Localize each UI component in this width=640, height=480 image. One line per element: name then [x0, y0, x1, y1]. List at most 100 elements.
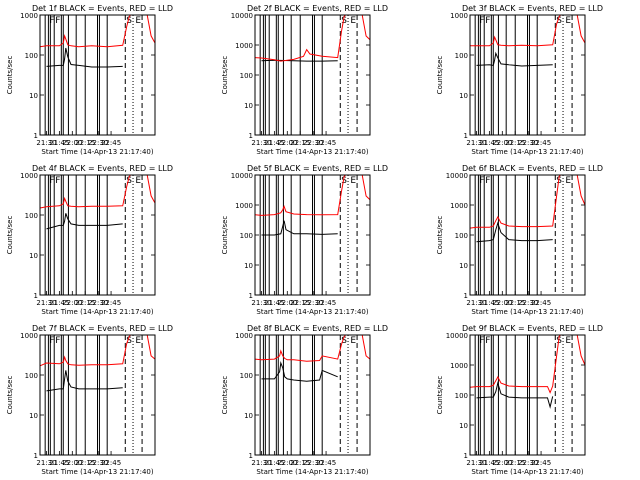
x-tick-label: 22:30 — [88, 459, 108, 467]
interval-marker-label: F — [479, 336, 484, 346]
interval-marker-label: F — [49, 176, 54, 186]
interval-marker-label: F — [485, 176, 490, 186]
y-tick-label: 1 — [34, 292, 38, 300]
y-tick-label: 1 — [34, 452, 38, 460]
y-tick-label: 1000 — [20, 332, 38, 340]
x-tick-label: 21:30 — [36, 459, 56, 467]
x-tick-label: 21:45 — [49, 299, 69, 307]
y-tick-label: 1000 — [20, 12, 38, 20]
y-axis-label: Counts/sec — [221, 216, 229, 255]
plot-frame — [39, 174, 156, 296]
x-axis-label: Start Time (14-Apr-13 21:17:40) — [471, 468, 583, 476]
x-tick-label: 22:00 — [277, 459, 297, 467]
x-tick-label: 21:30 — [466, 459, 486, 467]
chart-title: Det 1f BLACK = Events, RED = LLD — [32, 4, 173, 13]
chart-panel: Det 7f BLACK = Events, RED = LLD Counts/s… — [6, 324, 173, 476]
x-tick-label: 22:15 — [505, 299, 525, 307]
y-tick-label: 10 — [459, 422, 468, 430]
x-tick-label: 21:30 — [466, 139, 486, 147]
y-tick-label: 100 — [455, 392, 468, 400]
interval-marker-label: S — [341, 16, 347, 26]
x-tick-label: 21:30 — [36, 139, 56, 147]
chart-title: Det 2f BLACK = Events, RED = LLD — [247, 4, 388, 13]
chart-title: Det 3f BLACK = Events, RED = LLD — [462, 4, 603, 13]
x-tick-label: 21:45 — [49, 459, 69, 467]
x-axis-label: Start Time (14-Apr-13 21:17:40) — [41, 468, 153, 476]
interval-marker-label: S — [341, 336, 347, 346]
y-tick-label: 1000 — [235, 42, 253, 50]
y-tick-label: 10000 — [446, 332, 468, 340]
series-line-events — [261, 220, 338, 236]
x-tick-label: 22:30 — [518, 459, 538, 467]
y-axis-label: Counts/sec — [6, 56, 14, 95]
y-axis-label: Counts/sec — [6, 216, 14, 255]
y-tick-label: 10 — [459, 262, 468, 270]
x-tick-label: 22:45 — [531, 139, 551, 147]
y-tick-label: 100 — [25, 52, 38, 60]
interval-marker-label: E — [350, 336, 356, 346]
chart-title: Det 9f BLACK = Events, RED = LLD — [462, 324, 603, 333]
x-tick-label: 21:45 — [479, 459, 499, 467]
series-line-events — [261, 361, 338, 382]
y-tick-label: 1000 — [235, 202, 253, 210]
series-line-events — [476, 51, 553, 67]
x-tick-label: 22:30 — [88, 299, 108, 307]
plot-frame — [254, 174, 371, 296]
y-axis-label: Counts/sec — [6, 376, 14, 415]
x-tick-label: 21:30 — [36, 299, 56, 307]
interval-marker-label: E — [350, 176, 356, 186]
x-tick-label: 22:00 — [492, 459, 512, 467]
y-tick-label: 10 — [244, 262, 253, 270]
plot-frame — [39, 334, 156, 456]
interval-marker-label: F — [485, 336, 490, 346]
x-tick-label: 22:45 — [316, 299, 336, 307]
interval-marker-label: E — [135, 16, 141, 26]
y-tick-label: 1 — [249, 452, 253, 460]
interval-marker-label: F — [55, 336, 60, 346]
x-tick-label: 22:45 — [101, 139, 121, 147]
x-tick-label: 21:45 — [264, 459, 284, 467]
series-line-events — [476, 221, 553, 243]
chart-panel: Det 6f BLACK = Events, RED = LLD Counts/s… — [436, 164, 603, 316]
x-axis-label: Start Time (14-Apr-13 21:17:40) — [471, 148, 583, 156]
interval-marker-label: S — [126, 16, 132, 26]
plot-frame — [254, 14, 371, 136]
plot-frame — [254, 334, 371, 456]
chart-panel: Det 2f BLACK = Events, RED = LLD Counts/s… — [221, 4, 388, 156]
x-tick-label: 21:45 — [264, 139, 284, 147]
x-tick-label: 22:30 — [303, 459, 323, 467]
y-tick-label: 100 — [455, 232, 468, 240]
x-tick-label: 22:00 — [277, 299, 297, 307]
x-axis-label: Start Time (14-Apr-13 21:17:40) — [471, 308, 583, 316]
chart-title: Det 4f BLACK = Events, RED = LLD — [32, 164, 173, 173]
y-tick-label: 1 — [249, 132, 253, 140]
x-axis-label: Start Time (14-Apr-13 21:17:40) — [41, 148, 153, 156]
chart-panel: Det 4f BLACK = Events, RED = LLD Counts/s… — [6, 164, 173, 316]
x-tick-label: 21:30 — [466, 299, 486, 307]
y-tick-label: 100 — [25, 212, 38, 220]
y-tick-label: 1 — [464, 292, 468, 300]
interval-marker-label: F — [55, 176, 60, 186]
y-axis-label: Counts/sec — [221, 56, 229, 95]
x-tick-label: 22:15 — [290, 139, 310, 147]
y-tick-label: 1 — [249, 292, 253, 300]
series-line-events — [46, 213, 123, 230]
y-tick-label: 10000 — [446, 172, 468, 180]
interval-marker-label: S — [556, 176, 562, 186]
x-tick-label: 22:45 — [316, 459, 336, 467]
interval-marker-label: E — [350, 16, 356, 26]
series-line-events — [476, 381, 554, 409]
interval-marker-label: E — [135, 336, 141, 346]
x-tick-label: 21:45 — [479, 299, 499, 307]
interval-marker-label: E — [565, 16, 571, 26]
y-axis-label: Counts/sec — [221, 376, 229, 415]
interval-marker-label: F — [485, 16, 490, 26]
chart-panel: Det 1f BLACK = Events, RED = LLD Counts/s… — [6, 4, 173, 156]
interval-marker-label: S — [126, 176, 132, 186]
y-tick-label: 1000 — [450, 202, 468, 210]
x-axis-label: Start Time (14-Apr-13 21:17:40) — [41, 308, 153, 316]
x-tick-label: 22:45 — [531, 299, 551, 307]
y-tick-label: 1000 — [20, 172, 38, 180]
interval-marker-label: E — [565, 336, 571, 346]
